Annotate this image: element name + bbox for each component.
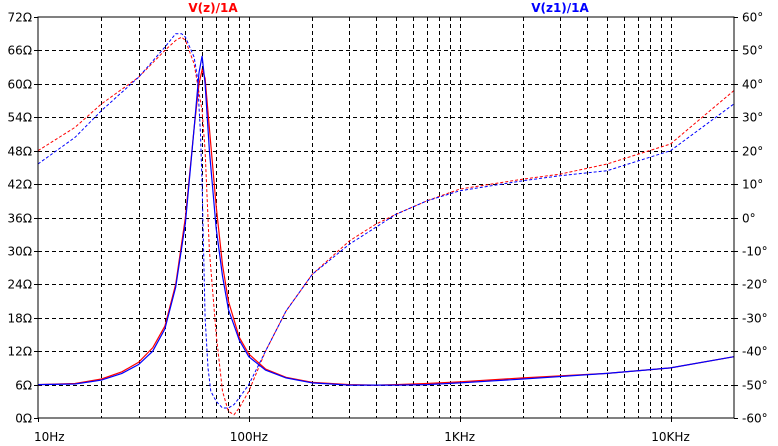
y-right-tick-label: -40° [742, 345, 768, 359]
plot-frame [37, 16, 735, 419]
series-blue-phase-line [37, 33, 735, 409]
y-right-tick-label: -50° [742, 379, 768, 393]
y-left-tick-label: 66Ω [8, 44, 32, 58]
y-left-tick-label: 30Ω [8, 245, 32, 259]
y-left-tick-label: 0Ω [15, 412, 32, 426]
y-left-tick-label: 36Ω [8, 212, 32, 226]
y-left-tick-label: 6Ω [15, 379, 32, 393]
y-left-tick-label: 72Ω [8, 11, 32, 25]
x-tick-label: 10Hz [34, 430, 65, 444]
y-right-tick-label: -10° [742, 245, 768, 259]
y-right-tick-label: 0° [742, 212, 756, 226]
series-blue-magnitude-line [37, 55, 735, 386]
x-tick-label: 100Hz [230, 430, 268, 444]
y-left-tick-label: 18Ω [8, 312, 32, 326]
y-right-tick-label: 10° [742, 178, 763, 192]
grid-lines [38, 17, 734, 418]
legend-entry-red: V(z)/1A [188, 1, 238, 15]
axis-ticks [34, 17, 738, 422]
y-right-tick-label: 40° [742, 78, 763, 92]
y-left-tick-label: 60Ω [8, 78, 32, 92]
y-right-tick-label: 60° [742, 11, 763, 25]
series-red-phase-line [37, 36, 735, 416]
y-left-tick-label: 12Ω [8, 345, 32, 359]
y-left-tick-label: 42Ω [8, 178, 32, 192]
y-left-tick-label: 24Ω [8, 278, 32, 292]
legend-entry-blue: V(z1)/1A [531, 1, 589, 15]
axis-labels: 0Ω 6Ω 12Ω 18Ω 24Ω 30Ω 36Ω 42Ω 48Ω 54Ω 60Ω 66Ω 72Ω -60… [8, 11, 768, 445]
x-tick-label: 10KHz [651, 430, 689, 444]
y-right-tick-label: 50° [742, 44, 763, 58]
x-tick-label: 1KHz [444, 430, 475, 444]
y-right-tick-label: -20° [742, 278, 768, 292]
y-left-tick-label: 48Ω [8, 145, 32, 159]
y-right-tick-label: -60° [742, 412, 768, 426]
y-right-tick-label: 30° [742, 111, 763, 125]
y-right-tick-label: 20° [742, 145, 763, 159]
series-traces [37, 33, 735, 416]
series-red-magnitude-line [37, 67, 735, 386]
y-right-tick-label: -30° [742, 312, 768, 326]
y-left-tick-label: 54Ω [8, 111, 32, 125]
